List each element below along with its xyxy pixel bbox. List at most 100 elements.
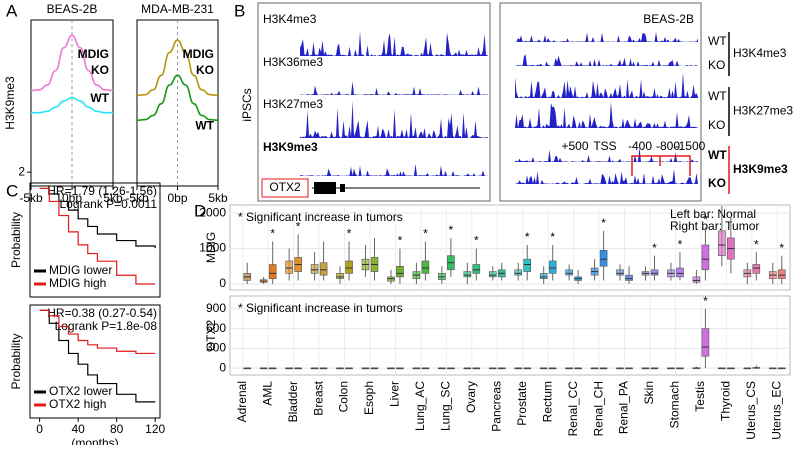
x-tick-label: 5kb <box>208 191 228 205</box>
x-tick-label: Renal_CC <box>566 381 580 437</box>
signal-track <box>515 168 698 184</box>
x-tick-label: Bladder <box>286 381 300 422</box>
browser-frame <box>499 2 702 202</box>
row-label: WT <box>708 34 727 48</box>
row-label: WT <box>708 148 727 162</box>
legend-line: Right bar: Tumor <box>670 219 759 233</box>
x-tick-label: Rectum <box>540 381 554 422</box>
box <box>463 271 472 278</box>
box <box>285 260 293 274</box>
box <box>421 260 430 274</box>
y-axis-label: Probability <box>9 212 23 268</box>
box <box>336 273 344 279</box>
row-label: KO <box>708 118 725 132</box>
significance-star: * <box>550 230 555 244</box>
plot-frame <box>29 182 161 298</box>
series-label: MDIG KO <box>183 47 214 77</box>
significance-star: * <box>270 227 275 241</box>
x-tick-label: Renal_CH <box>591 381 605 436</box>
significance-star: * <box>703 212 708 226</box>
annotation: * Significant increase in tumors <box>238 301 403 315</box>
box <box>345 260 353 274</box>
significance-star: * <box>525 230 530 244</box>
box <box>523 258 532 272</box>
significance-star: * <box>423 227 428 241</box>
box <box>565 269 573 276</box>
legend-label: OTX2 high <box>49 397 106 411</box>
y-axis-label: Probability <box>9 333 23 389</box>
box <box>616 269 624 276</box>
survival-curve <box>39 309 156 355</box>
group-label: H3K27me3 <box>733 104 793 118</box>
box <box>676 267 684 278</box>
box <box>514 269 523 276</box>
survival-curve <box>39 187 156 249</box>
x-tick-label: Uterus_EC <box>769 381 783 440</box>
track-label: H3K27me3 <box>263 97 323 111</box>
series-label: WT <box>90 91 109 105</box>
x-tick-label: 80 <box>110 422 124 436</box>
x-tick-label: Thyroid <box>719 381 733 421</box>
x-tick-label: Renal_PA <box>617 381 631 434</box>
x-tick-label: -5kb <box>125 191 149 205</box>
significance-star: * <box>754 237 759 251</box>
position-label: -400 <box>628 139 652 153</box>
y-tick-label: 2000 <box>199 205 226 219</box>
box <box>310 264 319 274</box>
signal-track <box>300 163 488 176</box>
profile-line <box>31 96 113 114</box>
significance-star: * <box>398 234 403 248</box>
x-tick-label: Adrenal <box>235 381 249 422</box>
bracket <box>631 155 691 176</box>
panel-letter: C <box>6 181 18 200</box>
group-label: H3K9me3 <box>733 162 788 176</box>
annotation: HR=0.38 (0.27-0.54) <box>47 306 157 320</box>
box <box>599 250 608 267</box>
survival-curve <box>39 309 156 403</box>
legend-label: OTX2 lower <box>49 384 112 398</box>
box <box>701 328 710 357</box>
box <box>319 262 328 276</box>
box <box>472 264 481 274</box>
position-label: +500 <box>561 139 588 153</box>
significance-star: * <box>449 223 454 237</box>
row-label: WT <box>708 89 727 103</box>
position-label: TSS <box>593 139 616 153</box>
position-label: -1500 <box>675 139 706 153</box>
x-tick-label: 120 <box>145 422 165 436</box>
cell-label: BEAS-2B <box>643 12 694 26</box>
x-tick-label: -5kb <box>19 191 43 205</box>
side-label: iPSCs <box>240 88 254 121</box>
panel-letter: D <box>194 201 206 220</box>
track-label: H3K9me3 <box>263 140 318 154</box>
panel-letter: B <box>234 1 245 20</box>
signal-track <box>515 147 698 162</box>
gene-exon <box>340 184 345 192</box>
x-axis-label: (months) <box>71 436 118 445</box>
legend-line: Left bar: Normal <box>670 207 756 221</box>
x-tick-label: Ovary <box>464 381 478 413</box>
profile-line <box>136 74 219 122</box>
box <box>718 230 726 256</box>
series-label: WT <box>195 118 214 132</box>
survival-curve <box>39 187 156 285</box>
x-tick-label: Prostate <box>515 381 529 426</box>
track-label: H3K36me3 <box>263 55 323 69</box>
panel-letter: A <box>6 1 18 20</box>
gene-box <box>261 178 309 198</box>
box <box>777 269 786 279</box>
signal-track <box>300 100 488 138</box>
box <box>396 265 404 278</box>
x-tick-label: AML <box>260 381 274 406</box>
series-label: MDIG KO <box>78 47 109 77</box>
x-tick-label: Pancreas <box>489 381 503 432</box>
gene-label: OTX2 <box>269 180 301 194</box>
y-tick-label: 600 <box>206 321 226 335</box>
y-tick-label: 300 <box>206 341 226 355</box>
annotation: * Significant increase in tumors <box>238 210 403 224</box>
y-axis-label: OTX2 <box>204 320 218 352</box>
box <box>548 260 557 274</box>
